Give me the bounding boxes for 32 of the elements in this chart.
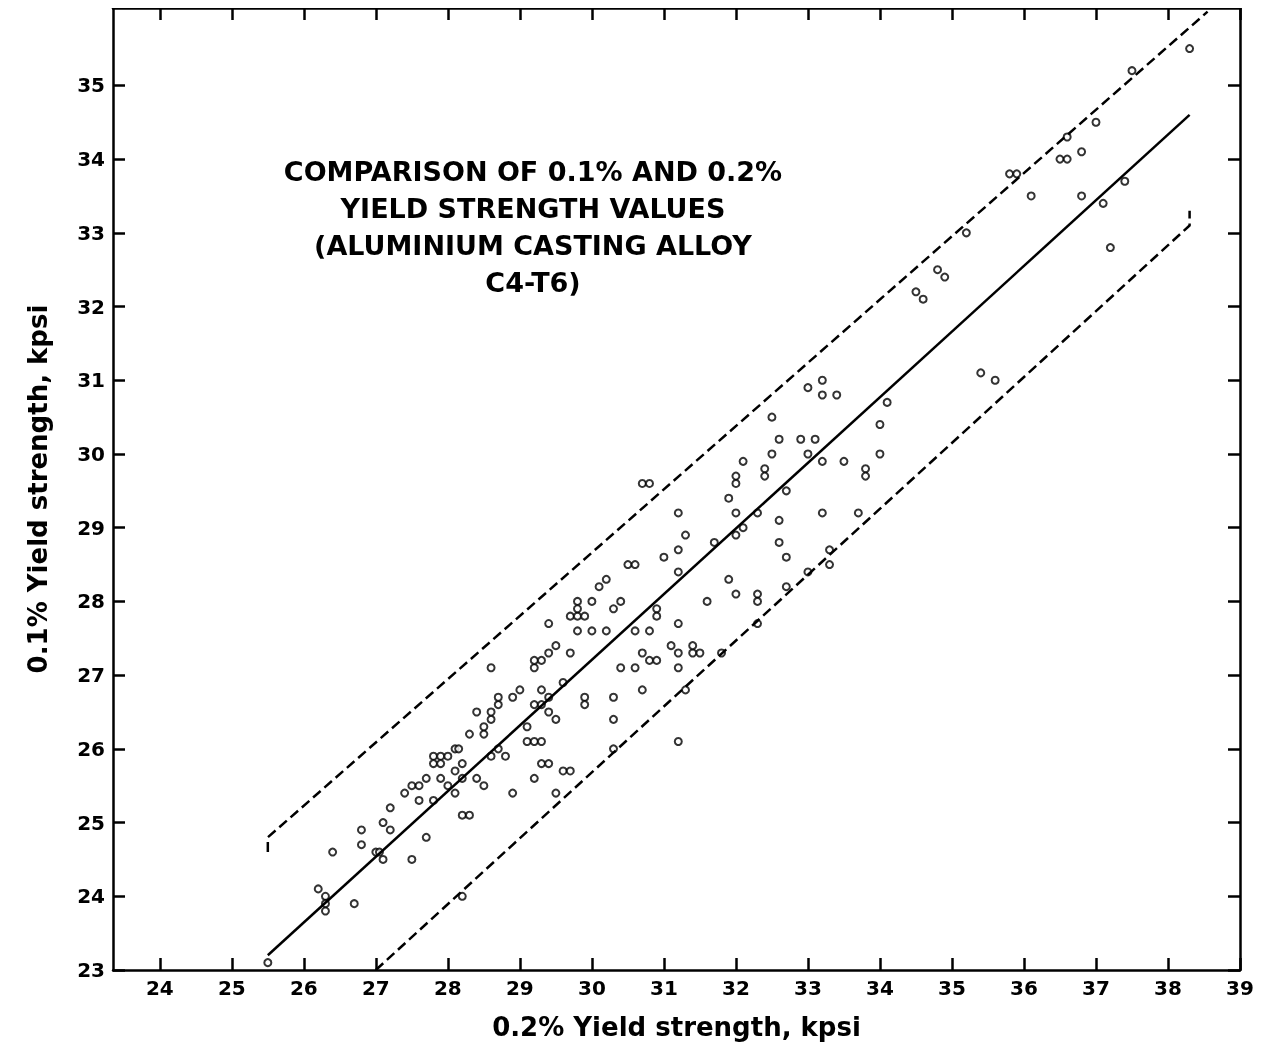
- y-tick-label: 28: [77, 589, 105, 614]
- y-tick-label: 26: [77, 736, 105, 761]
- x-tick-label: 36: [1010, 976, 1038, 1000]
- x-tick-label: 30: [577, 976, 606, 1000]
- y-tick-label: 30: [77, 441, 105, 466]
- y-tick-label: 29: [77, 515, 105, 540]
- x-tick-label: 33: [794, 976, 822, 1000]
- x-axis-title: 0.2% Yield strength, kpsi: [492, 1012, 861, 1042]
- y-tick-label: 31: [77, 368, 105, 393]
- x-tick-label: 28: [433, 976, 462, 1000]
- x-tick-label: 34: [866, 976, 894, 1000]
- x-tick-label: 39: [1226, 976, 1254, 1000]
- x-tick-label: 37: [1082, 976, 1110, 1000]
- y-tick-label: 24: [77, 884, 105, 909]
- y-tick-label: 23: [77, 958, 105, 982]
- x-tick-label: 25: [217, 976, 246, 1000]
- x-tick-label: 29: [505, 976, 534, 1000]
- y-tick-label: 34: [77, 147, 105, 172]
- x-tick-label: 27: [361, 976, 390, 1000]
- y-tick-label: 33: [77, 220, 105, 245]
- text: COMPARISON OF 0.1% AND 0.2% YIELD STRENGTH VALUES (ALUMINIUM CASTING ALLOY C4-T6): [283, 156, 783, 298]
- y-tick-label: 32: [77, 294, 105, 319]
- x-tick-label: 32: [721, 976, 750, 1000]
- x-tick-label: 35: [938, 976, 966, 1000]
- x-tick-label: 26: [289, 976, 318, 1000]
- x-tick-label: 31: [649, 976, 678, 1000]
- y-tick-label: 35: [77, 73, 105, 98]
- x-tick-label: 38: [1154, 976, 1182, 1000]
- x-tick-label: 24: [145, 976, 174, 1000]
- y-tick-label: 27: [77, 663, 105, 688]
- y-tick-label: 25: [77, 810, 105, 835]
- y-axis-title: 0.1% Yield strength, kpsi: [23, 304, 53, 674]
